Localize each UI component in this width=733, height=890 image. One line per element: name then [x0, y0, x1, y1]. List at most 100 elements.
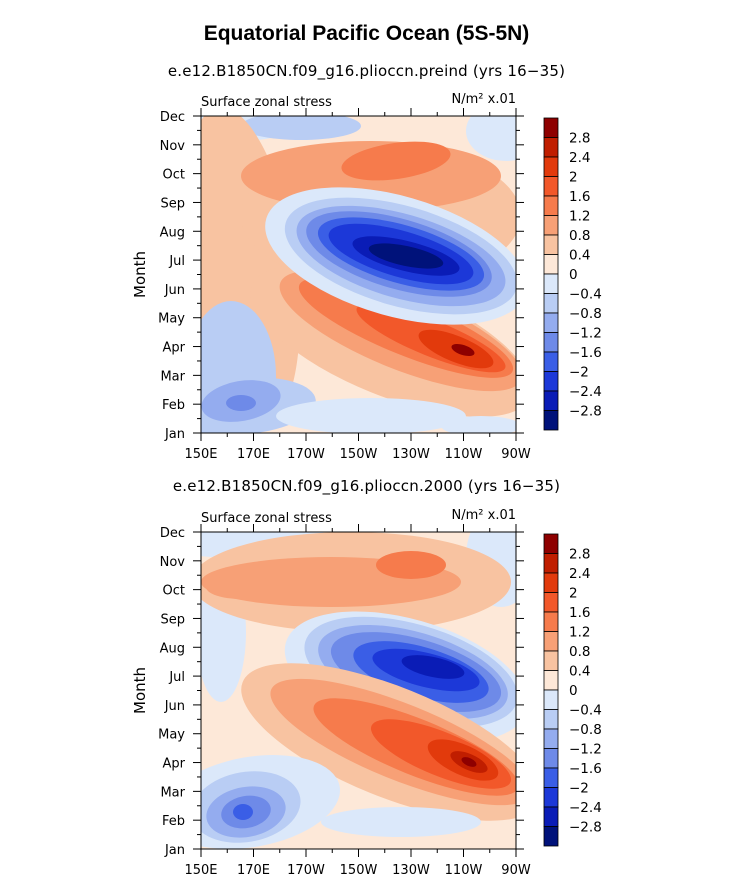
colorbar-swatch — [543, 748, 559, 769]
feb-neg-core — [226, 395, 256, 411]
colorbar-label: −1.6 — [569, 345, 602, 361]
colorbar-label: −2.8 — [569, 820, 602, 836]
y-tick-label: Aug — [160, 641, 185, 656]
y-tick-label: May — [158, 312, 185, 327]
x-tick-label: 170E — [237, 447, 270, 462]
colorbar-swatch — [543, 410, 559, 431]
jan-pale-neg — [276, 398, 466, 433]
colorbar-label: 0.8 — [569, 228, 590, 244]
colorbar-label: −2.8 — [569, 404, 602, 420]
y-tick-label: Dec — [160, 110, 185, 125]
colorbar-swatch — [543, 631, 559, 652]
spring-core-2.8 — [461, 757, 477, 767]
colorbar-swatch — [543, 371, 559, 392]
colorbar-label: −2.4 — [569, 384, 602, 400]
panel2-field — [201, 532, 516, 849]
colorbar-swatch — [543, 293, 559, 314]
colorbar-swatch — [543, 176, 559, 197]
colorbar-label: −1.2 — [569, 742, 602, 758]
y-axis-label: Month — [131, 251, 149, 298]
y-tick-label: Jul — [168, 670, 185, 685]
colorbar-swatch — [543, 572, 559, 593]
colorbar-label: 2.4 — [569, 150, 590, 166]
top-right-negative — [466, 116, 516, 161]
feb-neg-core — [233, 804, 253, 820]
colorbar-label: −0.8 — [569, 722, 602, 738]
y-tick-label: May — [158, 728, 185, 743]
colorbar-swatch — [543, 533, 559, 554]
left-string: Surface zonal stress — [201, 511, 332, 526]
colorbar-label: 1.6 — [569, 189, 590, 205]
y-tick-label: Oct — [163, 168, 185, 183]
y-tick-label: Sep — [160, 196, 185, 211]
colorbar-swatch — [543, 553, 559, 574]
x-tick-label: 150E — [184, 447, 217, 462]
panel1-svg: Jan Feb Mar Apr May Jun Jul Aug Sep Oct Nov Dec 150E… — [131, 92, 602, 462]
colorbar-swatch — [543, 689, 559, 710]
nov-west — [206, 575, 276, 599]
colorbar-label: −1.2 — [569, 326, 602, 342]
x-tick-label: 170W — [287, 863, 325, 878]
x-tick-label: 110W — [445, 447, 483, 462]
x-tick-label: 170W — [287, 447, 325, 462]
panel1-title: e.e12.B1850CN.f09_g16.plioccn.preind (yr… — [167, 62, 566, 80]
colorbar-swatch — [543, 254, 559, 275]
colorbar-swatch — [543, 332, 559, 353]
colorbar-swatch — [543, 351, 559, 372]
nov-core-1.2 — [376, 551, 446, 579]
colorbar-swatch — [543, 650, 559, 671]
colorbar-swatch — [543, 728, 559, 749]
x-tick-label: 110W — [445, 863, 483, 878]
colorbar-swatch — [543, 390, 559, 411]
colorbar-swatch — [543, 215, 559, 236]
colorbar-label: −2 — [569, 781, 589, 797]
colorbar-swatch — [543, 234, 559, 255]
colorbar-label: 0 — [569, 683, 578, 699]
y-tick-label: Jun — [164, 283, 185, 298]
y-tick-label: Oct — [163, 584, 185, 599]
colorbar-swatch — [543, 787, 559, 808]
panel2-chart: Jan Feb Mar Apr May Jun Jul Aug Sep Oct Nov Dec 150E… — [0, 415, 733, 890]
y-axis-label: Month — [131, 667, 149, 714]
colorbar-label: −1.6 — [569, 761, 602, 777]
x-tick-label: 150W — [340, 863, 378, 878]
y-tick-label: Jul — [168, 254, 185, 269]
colorbar-swatch — [543, 195, 559, 216]
colorbar-swatch — [543, 156, 559, 177]
panel2-svg: Jan Feb Mar Apr May Jun Jul Aug Sep Oct Nov Dec 150E… — [131, 508, 602, 878]
colorbar-label: 0.8 — [569, 644, 590, 660]
colorbar-label: −0.4 — [569, 287, 602, 303]
y-tick-label: Dec — [160, 526, 185, 541]
x-tick-label: 130W — [392, 447, 430, 462]
x-tick-label: 170E — [237, 863, 270, 878]
top-negative — [241, 116, 361, 140]
spring-core-2.8 — [451, 343, 475, 357]
colorbar-label: 2.8 — [569, 131, 590, 147]
colorbar-swatch — [543, 273, 559, 294]
figure-title: Equatorial Pacific Ocean (5S-5N) — [203, 22, 530, 45]
colorbar-swatch — [543, 826, 559, 847]
x-tick-label: 150E — [184, 863, 217, 878]
colorbar-swatch — [543, 709, 559, 730]
x-tick-label: 130W — [392, 863, 430, 878]
y-tick-label: Nov — [160, 139, 186, 154]
jan-right-neg — [441, 416, 516, 433]
colorbar-swatch — [543, 117, 559, 138]
y-tick-label: Jan — [164, 427, 185, 442]
colorbar-label: 0 — [569, 267, 578, 283]
colorbar-label: −2 — [569, 365, 589, 381]
winter-neg-core — [401, 655, 465, 679]
colorbar-swatch — [543, 767, 559, 788]
colorbar-label: 1.2 — [569, 625, 590, 641]
winter-neg-core — [368, 243, 444, 269]
colorbar-label: −0.4 — [569, 703, 602, 719]
panel1-field — [201, 116, 516, 433]
y-tick-label: Nov — [160, 555, 186, 570]
colorbar-swatch — [543, 806, 559, 827]
colorbar-swatch — [543, 670, 559, 691]
y-tick-label: Mar — [160, 369, 185, 384]
panel1-chart: Jan Feb Mar Apr May Jun Jul Aug Sep Oct Nov Dec 150E… — [131, 92, 602, 462]
colorbar-swatch — [543, 137, 559, 158]
y-tick-label: Apr — [163, 341, 186, 356]
colorbar-swatch — [543, 592, 559, 613]
